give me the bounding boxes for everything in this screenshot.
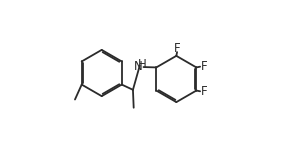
- Text: F: F: [201, 60, 208, 73]
- Text: F: F: [174, 42, 181, 55]
- Text: N: N: [134, 60, 143, 73]
- Text: H: H: [138, 58, 146, 71]
- Text: F: F: [201, 85, 208, 98]
